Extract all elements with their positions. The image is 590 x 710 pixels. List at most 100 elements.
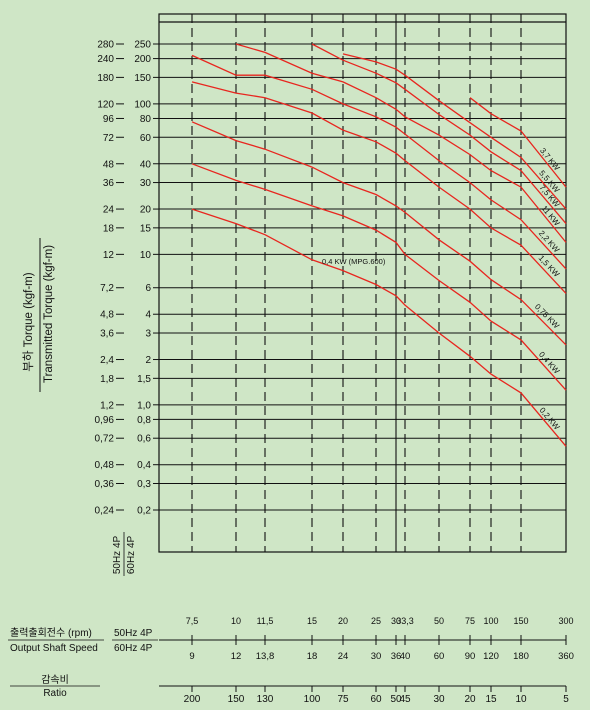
ratio-tick-label: 60 <box>370 694 382 705</box>
series-line <box>235 43 567 243</box>
y-tick-label-inner: 0,6 <box>137 434 151 445</box>
y-tick-labels-outer: 0,24 0,36 0,48 0,72 0,96 1,2 1,8 2,4 3,6 4,8 7,2 12… <box>95 40 115 517</box>
series-line <box>191 54 567 270</box>
y-tick-label-outer: 3,6 <box>100 329 114 340</box>
speed-50hz-label: 150 <box>513 616 528 626</box>
ratio-tick-label: 45 <box>399 694 411 705</box>
ratio-tick-label: 30 <box>433 694 445 705</box>
speed-50hz-label: 15 <box>307 616 317 626</box>
y-tick-label-outer: 0,72 <box>95 434 115 445</box>
y-tick-label-inner: 0,2 <box>137 506 151 517</box>
speed-60hz-label: 90 <box>465 651 476 662</box>
y-tick-label-inner: 1,0 <box>137 400 151 411</box>
y-tick-label-inner: 30 <box>140 178 152 189</box>
speed-60hz-label: 360 <box>558 651 574 662</box>
y-tick-label-inner: 0,3 <box>137 479 151 490</box>
speed-60hz-label: 120 <box>483 651 499 662</box>
y-tick-label-inner: 40 <box>140 159 152 170</box>
speed-50hz-label: 300 <box>558 616 573 626</box>
y-tick-label-outer: 0,96 <box>95 415 115 426</box>
speed-50hz-label: 50 <box>434 616 444 626</box>
series-line <box>191 121 567 346</box>
speed-hz-label-60: 60Hz 4P <box>114 643 153 654</box>
speed-60hz-label: 24 <box>338 651 349 662</box>
ratio-tick-label: 10 <box>515 694 527 705</box>
speed-60hz-label: 13,8 <box>256 651 275 662</box>
series-line <box>191 208 567 447</box>
y-tick-label-outer: 0,36 <box>95 479 115 490</box>
y-tick-label-outer: 1,8 <box>100 374 114 385</box>
y-tick-label-inner: 10 <box>140 250 152 261</box>
y-axis-label-outer: 부하 Torque (kgf-m) <box>21 272 35 371</box>
speed-50hz-label: 10 <box>231 616 241 626</box>
y-tick-label-outer: 0,48 <box>95 460 115 471</box>
y-tick-label-inner: 1,5 <box>137 374 151 385</box>
y-tick-label-inner: 150 <box>134 73 151 84</box>
series-line <box>469 97 567 188</box>
ratio-tick-label: 20 <box>464 694 476 705</box>
y-tick-label-outer: 280 <box>97 40 114 51</box>
y-tick-label-outer: 7,2 <box>100 283 114 294</box>
ratio-tick-label: 75 <box>337 694 349 705</box>
y-tick-label-inner: 100 <box>134 99 151 110</box>
speed-60hz-label: 36 <box>391 651 402 662</box>
speed-50hz-label: 75 <box>465 616 475 626</box>
speed-50hz-label: 11,5 <box>257 616 274 626</box>
horizontal-gridlines <box>116 43 566 511</box>
y-tick-label-inner: 20 <box>140 205 152 216</box>
series-line <box>191 163 567 391</box>
y-tick-label-inner: 250 <box>134 40 151 51</box>
y-tick-label-outer: 96 <box>103 114 115 125</box>
ratio-label-en: Ratio <box>43 688 67 699</box>
speed-50hz-label: 7,5 <box>186 616 199 626</box>
speed-50hz-label: 25 <box>371 616 381 626</box>
y-tick-label-inner: 4 <box>145 310 151 321</box>
y-tick-label-outer: 4,8 <box>100 310 114 321</box>
y-tick-label-outer: 0,24 <box>95 506 115 517</box>
speed-label-kr: 출력출회전수 (rpm) <box>10 627 92 639</box>
annotation-label: 0,4 KW (MPG.600) <box>322 257 386 266</box>
ratio-tick-label: 100 <box>304 694 321 705</box>
speed-50hz-label: 30 <box>391 616 401 626</box>
series-line <box>311 43 567 225</box>
speed-60hz-label: 12 <box>231 651 242 662</box>
speed-60hz-label: 40 <box>400 651 411 662</box>
y-tick-label-outer: 48 <box>103 159 115 170</box>
y-tick-label-inner: 0,8 <box>137 415 151 426</box>
ratio-label-kr: 감속비 <box>41 674 69 686</box>
speed-50hz-label: 100 <box>483 616 498 626</box>
speed-hz-label-50: 50Hz 4P <box>114 628 153 639</box>
speed-60hz-label: 30 <box>371 651 382 662</box>
y-axis-label-inner: Transmitted Torque (kgf-m) <box>43 245 55 383</box>
y-tick-label-inner: 0,4 <box>137 460 151 471</box>
y-tick-label-outer: 72 <box>103 133 115 144</box>
speed-60hz-label: 18 <box>307 651 318 662</box>
y-tick-labels-inner: 0,2 0,3 0,4 0,6 0,8 1,0 1,5 2 3 4 6 10 15 20 30 40 60 80 1… <box>134 40 151 517</box>
y-tick-label-inner: 3 <box>145 329 151 340</box>
ratio-tick-label: 50 <box>390 694 402 705</box>
ratio-tick-label: 5 <box>563 694 569 705</box>
ratio-tick-label: 15 <box>485 694 497 705</box>
speed-label-en: Output Shaft Speed <box>10 643 98 654</box>
y-tick-label-outer: 120 <box>97 99 114 110</box>
y-tick-label-outer: 2,4 <box>100 355 114 366</box>
y-tick-label-inner: 2 <box>145 355 151 366</box>
speed-50hz-label: 20 <box>338 616 348 626</box>
plot-hz-label-50: 50Hz 4P <box>112 535 123 574</box>
y-tick-label-outer: 240 <box>97 54 114 65</box>
y-tick-label-outer: 24 <box>103 205 115 216</box>
y-tick-label-inner: 60 <box>140 133 152 144</box>
plot-frame <box>158 13 567 553</box>
y-tick-label-outer: 12 <box>103 250 115 261</box>
plot-hz-label-60: 60Hz 4P <box>126 535 137 574</box>
series-line <box>342 53 567 210</box>
y-tick-label-inner: 200 <box>134 54 151 65</box>
ratio-tick-label: 130 <box>257 694 274 705</box>
series-line <box>191 81 567 294</box>
speed-60hz-label: 9 <box>189 651 194 662</box>
y-tick-label-inner: 6 <box>145 283 151 294</box>
y-tick-label-outer: 180 <box>97 73 114 84</box>
speed-50hz-label: 33,3 <box>396 616 414 626</box>
